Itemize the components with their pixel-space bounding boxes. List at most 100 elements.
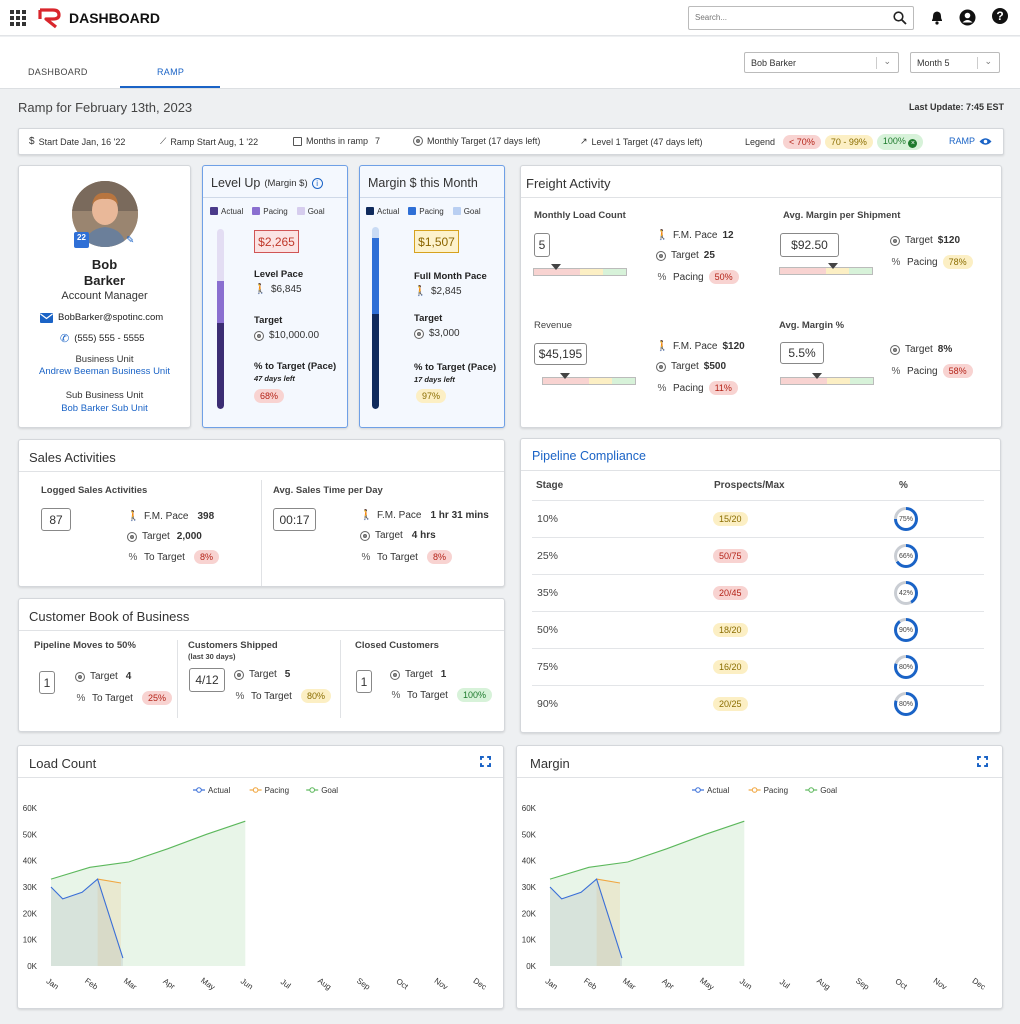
start-date: $ Start Date Jan, 16 '22 xyxy=(29,136,126,147)
walking-person-icon: 🚶 xyxy=(254,284,267,295)
profile-phone[interactable]: ✆ (555) 555 - 5555 xyxy=(60,333,145,345)
level-pct-badge: 68% xyxy=(254,389,285,403)
pipeline-moves-to-target: % To Target 25% xyxy=(75,691,172,705)
chart-legend: Actual Pacing Goal xyxy=(193,786,338,795)
legend-label: Goal xyxy=(321,786,338,795)
book-title: Customer Book of Business xyxy=(29,609,190,624)
target-icon xyxy=(414,328,424,339)
legend-item-pacing: Pacing xyxy=(249,786,289,795)
level-up-value: $2,265 xyxy=(254,230,299,253)
series-line-goal xyxy=(549,820,745,880)
x-tick-label: Aug xyxy=(316,976,333,992)
logged-sales-value: 87 xyxy=(41,508,71,531)
month-select[interactable]: Month 5 ⌄ xyxy=(910,52,1000,73)
logged-fm-pace: 🚶 F.M. Pace 398 xyxy=(127,511,215,522)
pct-ring: 80% xyxy=(894,692,918,716)
tab-ramp-indicator xyxy=(120,86,220,88)
chevron-down-icon[interactable]: ⌄ xyxy=(984,56,992,66)
last-update: Last Update: 7:45 EST xyxy=(908,102,1004,112)
y-tick-label: 10K xyxy=(522,936,537,945)
margin-month-title: Margin $ this Month xyxy=(368,176,478,190)
target-icon xyxy=(656,361,666,372)
divider xyxy=(521,470,1000,471)
customers-shipped-to-target: % To Target 80% xyxy=(234,689,331,703)
series-line-actual xyxy=(50,878,124,959)
apps-grid-icon[interactable] xyxy=(10,10,26,26)
tab-dashboard[interactable]: DASHBOARD xyxy=(28,67,88,77)
target-icon xyxy=(254,330,264,341)
series-line-pacing xyxy=(97,878,122,884)
margin-chart: Actual Pacing Goal 0K 10K 20K 30K 40K 50K 60K Jan F… xyxy=(522,786,988,992)
search-input[interactable] xyxy=(695,13,875,22)
x-tick-label: Aug xyxy=(815,976,832,992)
sales-title: Sales Activities xyxy=(29,450,116,465)
load-count-value: 5 xyxy=(534,233,550,257)
walking-person-icon: 🚶 xyxy=(127,511,140,522)
person-select[interactable]: Bob Barker ⌄ xyxy=(744,52,899,73)
notification-bell-icon[interactable] xyxy=(930,9,944,25)
percent-icon: % xyxy=(76,692,86,704)
freight-title: Freight Activity xyxy=(526,176,611,191)
target-icon xyxy=(75,671,85,682)
level-up-legend: Actual Pacing Goal xyxy=(210,207,325,216)
legend-red: < 70% xyxy=(783,135,821,149)
pct-ring-label: 80% xyxy=(897,695,915,713)
walking-person-icon: 🚶 xyxy=(656,341,669,352)
y-tick-label: 0K xyxy=(27,962,37,971)
full-month-pace-label: Full Month Pace xyxy=(414,271,487,282)
search-icon[interactable] xyxy=(893,11,907,25)
profile-last-name: Barker xyxy=(83,273,126,288)
target-icon xyxy=(390,669,400,680)
percent-icon: % xyxy=(891,365,901,377)
margin-pct-badge: 97% xyxy=(416,389,447,403)
pct-ring-label: 90% xyxy=(897,621,915,639)
table-row: 10% 15/20 75% xyxy=(532,500,984,537)
target-icon xyxy=(890,344,900,355)
x-tick-label: Feb xyxy=(582,976,599,992)
avg-margin-ship-gauge xyxy=(779,267,873,275)
eye-icon[interactable] xyxy=(979,137,992,146)
stage-cell: 75% xyxy=(537,661,559,673)
info-icon[interactable]: i xyxy=(311,177,323,189)
table-row: 35% 20/45 42% xyxy=(532,574,984,611)
pipeline-title[interactable]: Pipeline Compliance xyxy=(532,449,646,463)
legend: Legend < 70% 70 - 99% 100% × xyxy=(745,134,924,150)
series-line-pacing xyxy=(596,878,621,884)
target-icon xyxy=(127,531,137,542)
level-up-actual-fill xyxy=(217,322,224,409)
y-tick-label: 30K xyxy=(522,883,537,892)
business-unit-link[interactable]: Andrew Beeman Business Unit xyxy=(39,366,170,377)
margin-target-label: Target xyxy=(414,313,443,324)
closed-customers-value: 1 xyxy=(356,670,372,693)
percent-icon: % xyxy=(891,256,901,268)
chevron-down-icon[interactable]: ⌄ xyxy=(883,56,891,66)
avg-margin-ship-pacing: % Pacing 78% xyxy=(890,255,973,269)
close-circle-icon: × xyxy=(908,139,918,148)
avatar xyxy=(72,181,138,247)
col-header-pct: % xyxy=(899,480,908,491)
business-unit-label: Business Unit xyxy=(75,354,134,365)
gauge-marker xyxy=(812,373,822,379)
profile-email[interactable]: BobBarker@spotinc.com xyxy=(40,312,163,323)
edit-pencil-icon[interactable]: ✎ xyxy=(126,235,135,246)
search-field[interactable] xyxy=(688,6,914,30)
x-tick-label: Oct xyxy=(894,977,910,992)
avg-margin-pct-label: Avg. Margin % xyxy=(779,320,845,331)
load-pacing: % Pacing 50% xyxy=(656,270,739,284)
x-tick-label: Dec xyxy=(971,976,988,992)
x-tick-label: Dec xyxy=(472,976,489,992)
legend-goal: Goal xyxy=(452,207,481,216)
help-icon[interactable]: ? xyxy=(992,8,1008,24)
level-pace-label: Level Pace xyxy=(254,269,304,280)
ramp-link[interactable]: RAMP xyxy=(949,136,992,146)
margin-month-legend: Actual Pacing Goal xyxy=(366,207,481,216)
target-icon xyxy=(234,669,244,680)
pct-ring-label: 66% xyxy=(897,547,915,565)
legend-item-actual: Actual xyxy=(193,786,230,795)
tab-ramp[interactable]: RAMP xyxy=(157,67,185,77)
percent-icon: % xyxy=(128,551,138,563)
account-icon[interactable] xyxy=(959,9,976,26)
divider-vertical xyxy=(177,640,178,718)
gauge-marker xyxy=(551,264,561,270)
sub-business-unit-link[interactable]: Bob Barker Sub Unit xyxy=(61,403,148,414)
